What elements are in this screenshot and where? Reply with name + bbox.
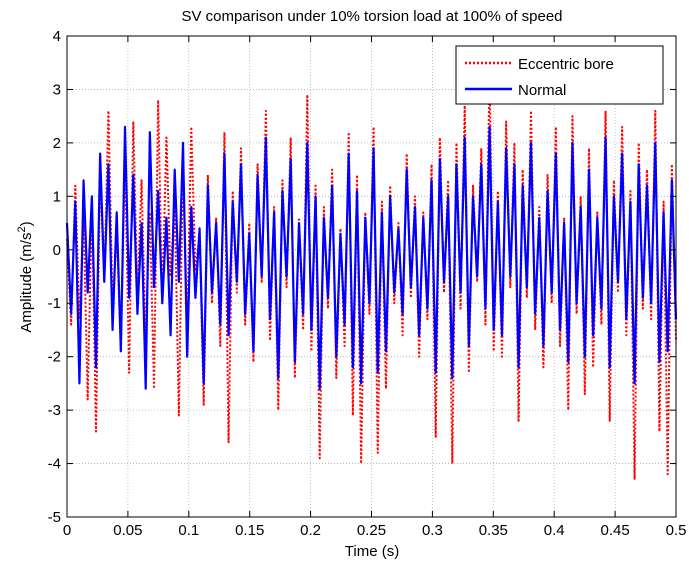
series-layer: [65, 69, 678, 481]
x-tick-label: 0.2: [300, 522, 321, 539]
x-tick-label: 0.35: [479, 522, 508, 539]
y-tick-label: -2: [48, 349, 61, 366]
legend-box: [455, 45, 664, 105]
ticks: [66, 35, 677, 518]
y-tick-label: 3: [53, 81, 61, 98]
x-tick-label: 0: [63, 522, 71, 539]
x-tick-label: 0.05: [113, 522, 142, 539]
series-line-normal: [65, 125, 678, 390]
y-tick-label: 2: [53, 135, 61, 152]
tick-labels: 0 0.05 0.1 0.15 0.2 0.25 0.3 0.35 0.4 0.45 0.5 -5 -4…: [48, 28, 687, 539]
x-tick-label: 0.1: [178, 522, 199, 539]
y-tick-label: -3: [48, 402, 61, 419]
y-axis-label: Amplitude (m/s2): [16, 221, 35, 332]
x-tick-label: 0.15: [235, 522, 264, 539]
x-tick-label: 0.5: [666, 522, 687, 539]
chart-title: SV comparison under 10% torsion load at …: [181, 8, 562, 25]
x-tick-label: 0.25: [357, 522, 386, 539]
y-axis-label-superscript: 2: [16, 226, 28, 232]
legend: Eccentric bore Normal: [455, 45, 664, 105]
x-axis-label: Time (s): [345, 543, 399, 560]
x-tick-label: 0.4: [544, 522, 565, 539]
y-tick-label: 4: [53, 28, 61, 45]
legend-label-normal: Normal: [518, 82, 566, 99]
y-tick-label: -5: [48, 509, 61, 526]
y-tick-label: 0: [53, 242, 61, 259]
y-tick-label: -4: [48, 456, 61, 473]
x-tick-label: 0.3: [422, 522, 443, 539]
y-axis-label-main: Amplitude (m/s: [18, 233, 35, 333]
y-tick-label: -1: [48, 295, 61, 312]
legend-label-eccentric-bore: Eccentric bore: [518, 56, 614, 73]
x-tick-label: 0.45: [600, 522, 629, 539]
y-tick-label: 1: [53, 188, 61, 205]
y-axis-label-close: ): [18, 221, 35, 226]
